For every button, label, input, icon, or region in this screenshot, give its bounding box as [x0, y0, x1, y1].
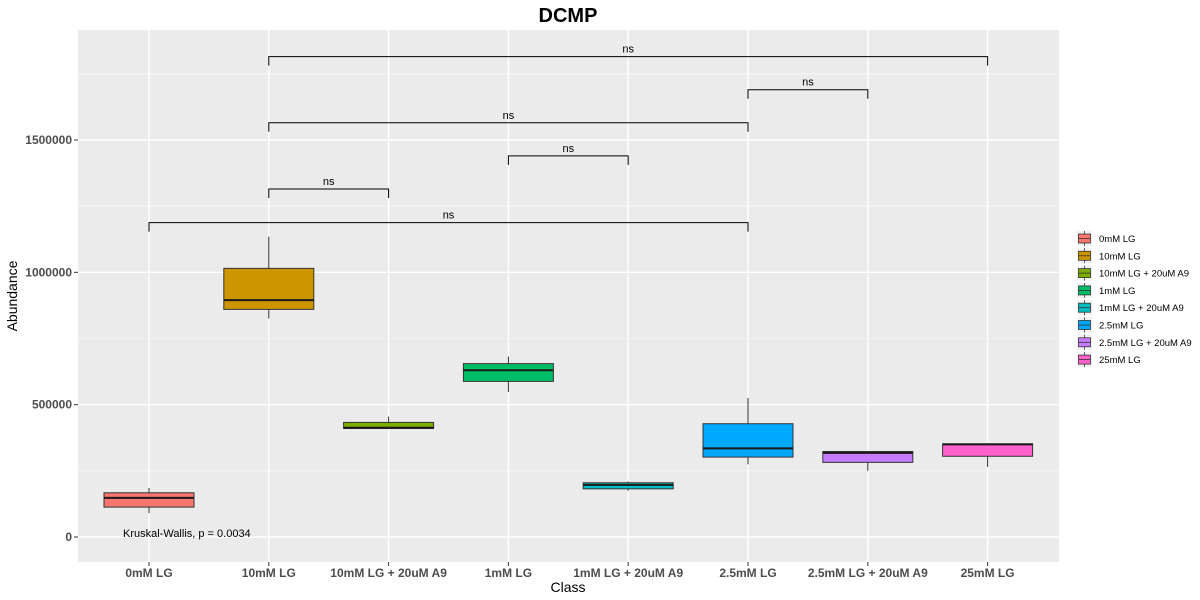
box-3 [343, 416, 435, 430]
legend-item: 25mM LG [1077, 352, 1141, 368]
x-tick-label: 0mM LG [125, 566, 172, 580]
bracket-line [747, 89, 869, 99]
comparison-bracket: ns [148, 210, 749, 232]
legend-label: 2.5mM LG [1099, 321, 1143, 332]
y-axis: 0 500000 1000000 1500000 [25, 133, 78, 544]
y-axis-title: Abundance [4, 260, 20, 331]
legend: 0mM LG 10mM LG 10mM LG + 20uM A9 1mM LG 1mM … [1077, 231, 1192, 368]
x-tick-label: 25mM LG [961, 566, 1015, 580]
boxes [103, 236, 1034, 514]
x-tick-label: 1mM LG [485, 566, 532, 580]
legend-item: 0mM LG [1077, 231, 1135, 246]
grid-minor [78, 73, 1059, 472]
box-8 [942, 443, 1034, 467]
y-tick-label: 0 [65, 530, 72, 544]
box-body [462, 363, 554, 382]
box-7 [822, 450, 914, 471]
box-5 [582, 481, 674, 491]
y-tick-label: 1500000 [25, 133, 72, 147]
legend-item: 1mM LG + 20uM A9 [1077, 300, 1184, 316]
x-axis-title: Class [550, 579, 585, 595]
bracket-label: ns [323, 176, 335, 188]
legend-item: 2.5mM LG + 20uM A9 [1077, 334, 1192, 350]
legend-label: 1mM LG [1099, 286, 1135, 297]
comparisons: ns ns ns ns ns ns [148, 44, 989, 232]
legend-item: 10mM LG + 20uM A9 [1077, 265, 1189, 281]
chart-title: DCMP [539, 5, 598, 27]
legend-item: 1mM LG [1077, 282, 1135, 298]
bracket-line [268, 188, 390, 198]
box-body [822, 451, 914, 463]
box-1 [103, 488, 195, 514]
x-tick-label: 2.5mM LG [719, 566, 776, 580]
comparison-bracket: ns [268, 44, 989, 66]
bracket-line [148, 222, 749, 232]
x-tick-label: 1mM LG + 20uM A9 [573, 566, 683, 580]
x-tick-label: 10mM LG [242, 566, 296, 580]
legend-item: 10mM LG [1077, 248, 1141, 264]
bracket-label: ns [503, 110, 515, 122]
bracket-line [268, 56, 989, 66]
bracket-label: ns [802, 77, 814, 89]
x-tick-label: 10mM LG + 20uM A9 [330, 566, 447, 580]
comparison-bracket: ns [268, 176, 390, 198]
x-tick-label: 2.5mM LG + 20uM A9 [808, 566, 928, 580]
box-2 [223, 236, 315, 319]
bracket-line [268, 122, 749, 132]
box-body [103, 492, 195, 508]
legend-label: 10mM LG [1099, 251, 1141, 262]
box-body [942, 443, 1034, 457]
comparison-bracket: ns [268, 110, 749, 132]
kruskal-wallis-annotation: Kruskal-Wallis, p = 0.0034 [123, 528, 251, 540]
comparison-bracket: ns [507, 143, 629, 165]
legend-item: 2.5mM LG [1077, 317, 1143, 333]
x-axis: 0mM LG 10mM LG 10mM LG + 20uM A9 1mM LG 1mM … [125, 562, 1015, 580]
box-body [223, 267, 315, 310]
bracket-label: ns [562, 143, 574, 155]
box-body [702, 423, 794, 458]
y-tick-label: 500000 [32, 398, 72, 412]
legend-label: 0mM LG [1099, 234, 1135, 245]
y-tick-label: 1000000 [25, 265, 72, 279]
bracket-label: ns [443, 210, 455, 222]
legend-label: 2.5mM LG + 20uM A9 [1099, 338, 1192, 349]
comparison-bracket: ns [747, 77, 869, 99]
legend-label: 10mM LG + 20uM A9 [1099, 269, 1189, 280]
bracket-label: ns [622, 44, 634, 56]
box-6 [702, 398, 794, 465]
box-4 [462, 356, 554, 392]
legend-label: 1mM LG + 20uM A9 [1099, 303, 1184, 314]
bracket-line [507, 155, 629, 165]
legend-label: 25mM LG [1099, 355, 1141, 366]
